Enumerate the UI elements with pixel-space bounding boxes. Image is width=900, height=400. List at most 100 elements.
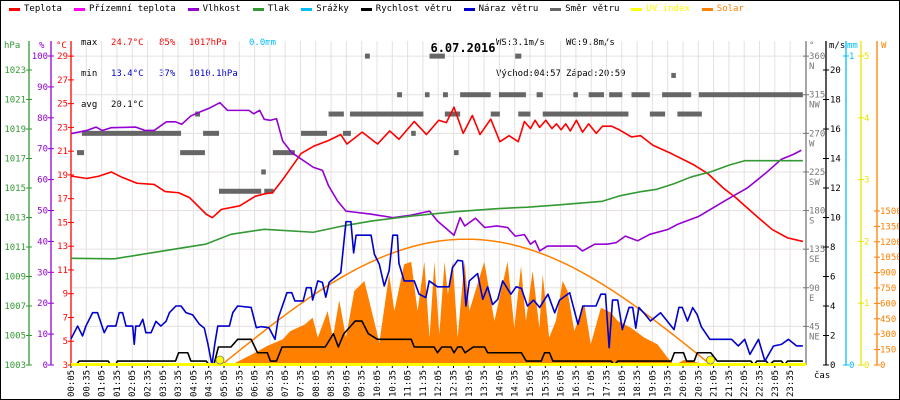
x-tick-label: 17:35 bbox=[603, 370, 613, 397]
wind-gust-line bbox=[70, 220, 803, 366]
max-label: max bbox=[81, 38, 98, 48]
x-tick-label: 10:05 bbox=[373, 370, 383, 397]
direction-tick-label: 90 bbox=[809, 284, 820, 294]
wind-tick-label: 6 bbox=[830, 273, 835, 283]
legend-label: Vlhkost bbox=[202, 4, 241, 14]
uv-tick-label: 5 bbox=[864, 52, 869, 62]
x-tick-label: 04:05 bbox=[189, 370, 199, 397]
pressure-tick-label: 1009 bbox=[4, 273, 26, 283]
legend-swatch bbox=[252, 7, 264, 11]
wind-tick-label: 20 bbox=[830, 66, 841, 76]
x-tick-label: 03:05 bbox=[159, 370, 169, 397]
direction-tick-label: 45 bbox=[809, 322, 820, 332]
wind-tick-label: 14 bbox=[830, 155, 841, 165]
solar-tick-label: 1500 bbox=[880, 207, 900, 217]
legend-item: UV index bbox=[631, 4, 690, 14]
pressure-tick-label: 1015 bbox=[4, 184, 26, 194]
wind-direction-mark bbox=[203, 130, 220, 136]
x-axis-label: čas bbox=[814, 370, 830, 381]
rain-unit-label: mm bbox=[847, 41, 858, 51]
legend-swatch bbox=[631, 7, 643, 11]
x-tick-label: 01:05 bbox=[98, 370, 108, 397]
x-tick-label: 02:35 bbox=[144, 370, 154, 397]
temperature-tick-label: 5 bbox=[63, 337, 68, 347]
x-tick-label: 22:05 bbox=[740, 370, 750, 397]
x-tick-label: 00:05 bbox=[67, 370, 77, 397]
x-tick-label: 07:35 bbox=[297, 370, 307, 397]
wind-sun-stats: WS:3.1m/s WG:9.8m/s Východ:04:57 Západ:20:… bbox=[496, 18, 626, 100]
legend-swatch bbox=[9, 7, 20, 11]
temperature-tick-label: 15 bbox=[57, 218, 68, 228]
chart-title: 6.07.2016 bbox=[430, 41, 495, 55]
rain-tick-label: 1 bbox=[849, 52, 854, 62]
wind-direction-mark bbox=[677, 111, 702, 117]
x-tick-label: 11:35 bbox=[419, 370, 429, 397]
x-tick-label: 20:35 bbox=[694, 370, 704, 397]
wind-tick-label: 8 bbox=[830, 243, 835, 253]
temperature-tick-label: 19 bbox=[57, 171, 68, 181]
wind-direction-mark bbox=[698, 92, 803, 98]
wind-direction-mark bbox=[631, 92, 650, 98]
x-tick-label: 07:05 bbox=[281, 370, 291, 397]
temperature-tick-label: 7 bbox=[63, 313, 68, 323]
humidity-tick-label: 0 bbox=[43, 361, 48, 371]
wind-tick-label: 16 bbox=[830, 125, 841, 135]
x-tick-label: 19:35 bbox=[664, 370, 674, 397]
wind-direction-mark bbox=[518, 111, 531, 117]
temperature-line bbox=[71, 106, 804, 243]
direction-tick-label: 180 bbox=[809, 207, 825, 217]
direction-unit-label: ° bbox=[809, 41, 814, 51]
wind-direction-mark bbox=[264, 188, 274, 194]
sunset-marker bbox=[706, 355, 715, 365]
direction-tick-label: 315 bbox=[809, 91, 825, 101]
direction-cardinal-label: W bbox=[809, 139, 815, 149]
pressure-unit-label: hPa bbox=[4, 41, 20, 51]
uv-tick-label: 0 bbox=[864, 361, 869, 371]
pressure-line bbox=[70, 159, 803, 260]
temperature-tick-label: 3 bbox=[63, 361, 68, 371]
legend-label: Teplota bbox=[24, 4, 62, 14]
pressure-tick-label: 1017 bbox=[4, 155, 26, 165]
wind-direction-mark bbox=[81, 130, 182, 136]
humidity-tick-label: 30 bbox=[37, 268, 48, 278]
temperature-tick-label: 17 bbox=[57, 195, 68, 205]
wind-direction-mark bbox=[515, 53, 522, 59]
pressure-tick-label: 1021 bbox=[4, 96, 26, 106]
x-tick-label: 19:05 bbox=[648, 370, 658, 397]
legend-item: Vlhkost bbox=[187, 4, 241, 14]
temperature-tick-label: 29 bbox=[57, 52, 68, 62]
legend-swatch bbox=[463, 7, 475, 11]
wind-direction-mark bbox=[609, 92, 623, 98]
wind-direction-mark bbox=[588, 92, 604, 98]
solar-tick-label: 750 bbox=[880, 284, 896, 294]
solar-tick-label: 1200 bbox=[880, 238, 900, 248]
wind-tick-label: 2 bbox=[830, 332, 835, 342]
x-tick-label: 16:05 bbox=[557, 370, 567, 397]
wind-direction-mark bbox=[397, 92, 402, 98]
wind-direction-mark bbox=[542, 111, 629, 117]
x-tick-label: 14:05 bbox=[495, 370, 505, 397]
humidity-tick-label: 90 bbox=[37, 83, 48, 93]
x-tick-label: 18:05 bbox=[618, 370, 628, 397]
temperature-tick-label: 23 bbox=[57, 123, 68, 133]
direction-tick-label: 270 bbox=[809, 129, 825, 139]
legend-swatch bbox=[701, 7, 713, 11]
x-tick-label: 00:35 bbox=[82, 370, 92, 397]
humidity-unit-label: % bbox=[39, 41, 45, 51]
direction-tick-label: 135 bbox=[809, 245, 825, 255]
solar-theoretical-line bbox=[220, 238, 712, 366]
x-tick-label: 11:05 bbox=[404, 370, 414, 397]
wind-direction-mark bbox=[328, 111, 344, 117]
solar-tick-label: 600 bbox=[880, 299, 896, 309]
pressure-tick-label: 1007 bbox=[4, 302, 26, 312]
sunset-stat: Západ:20:59 bbox=[566, 69, 626, 79]
solar-tick-label: 1050 bbox=[880, 253, 900, 263]
wind-direction-mark bbox=[411, 130, 416, 136]
temperature-tick-label: 9 bbox=[63, 290, 68, 300]
min-pressure: 1010.1hPa bbox=[189, 69, 238, 79]
x-tick-label: 08:05 bbox=[312, 370, 322, 397]
solar-unit-label: W bbox=[881, 41, 887, 51]
legend-item: Rychlost větru bbox=[360, 4, 452, 14]
